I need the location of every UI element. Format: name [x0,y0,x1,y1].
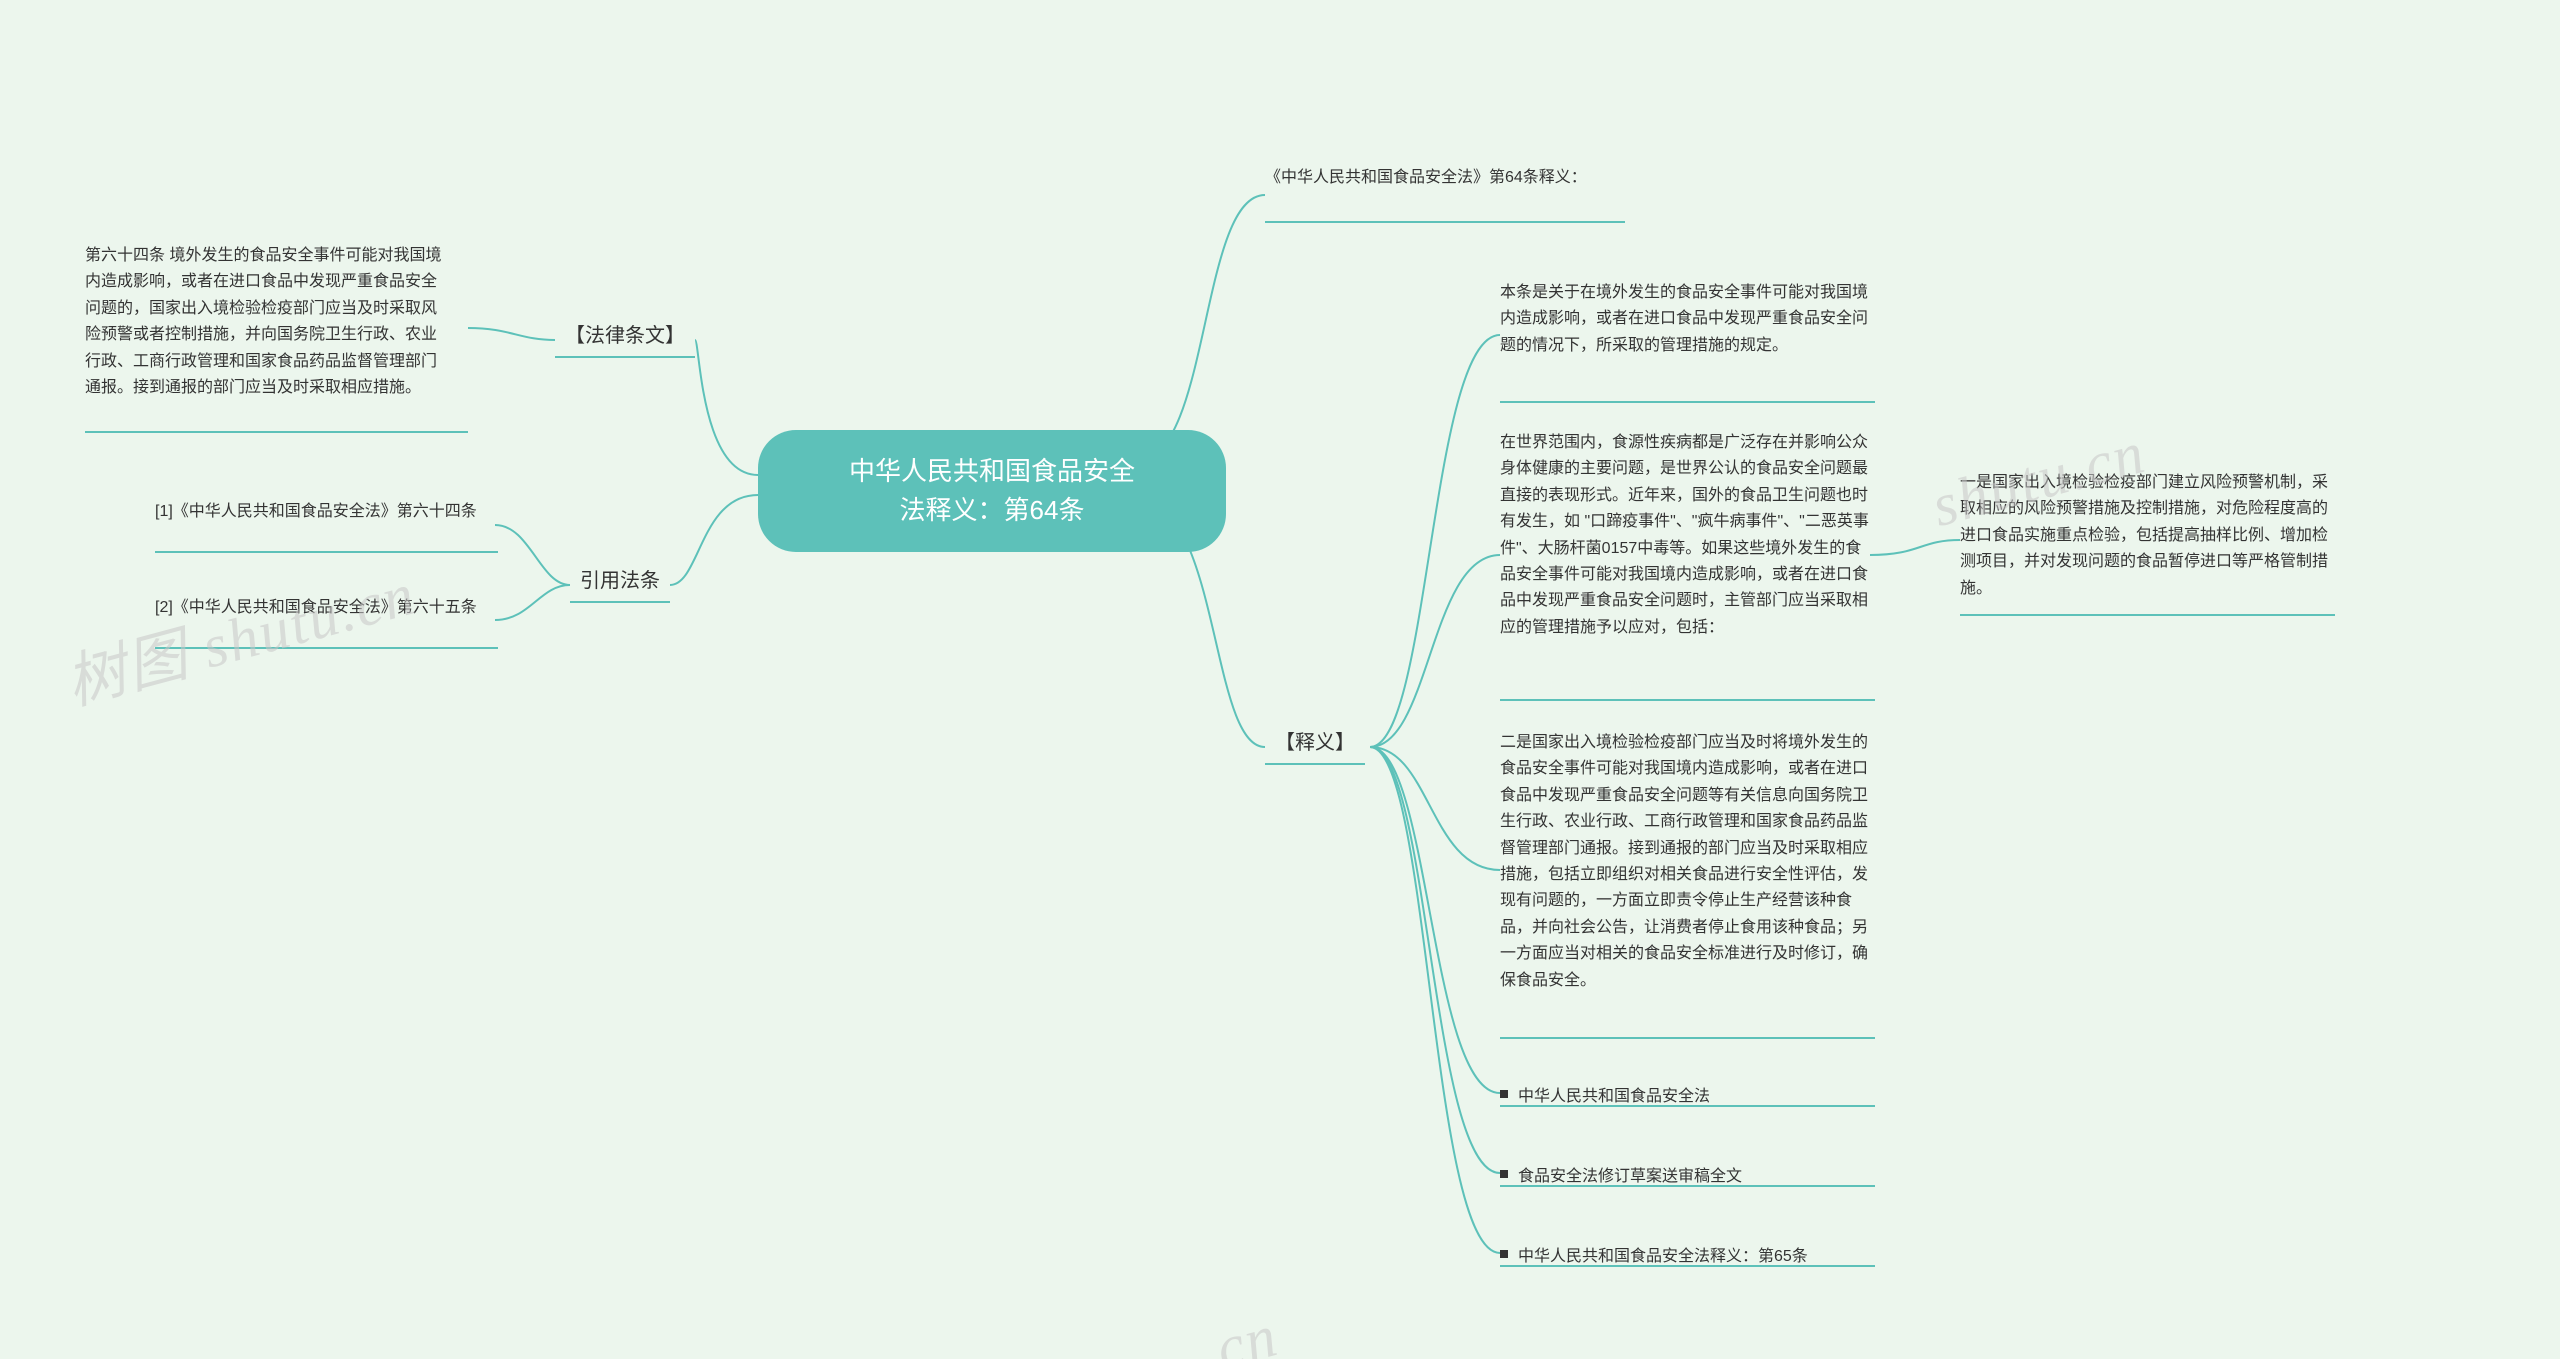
root-line1: 中华人民共和国食品安全 [802,452,1182,491]
bullet-item[interactable]: 中华人民共和国食品安全法 [1500,1082,1710,1106]
right-branch-label[interactable]: 【释义】 [1265,720,1365,765]
root-line2: 法释义：第64条 [802,491,1182,530]
right-leaf[interactable]: 在世界范围内，食源性疾病都是广泛存在并影响公众身体健康的主要问题，是世界公认的食… [1500,430,1870,641]
connectors-svg [0,0,2560,1359]
right-leaf[interactable]: 本条是关于在境外发生的食品安全事件可能对我国境内造成影响，或者在进口食品中发现严… [1500,280,1870,359]
left-leaf[interactable]: [1]《中华人民共和国食品安全法》第六十四条 [155,499,495,525]
left-leaf[interactable]: [2]《中华人民共和国食品安全法》第六十五条 [155,595,495,621]
right-leaf[interactable]: 二是国家出入境检验检疫部门应当及时将境外发生的食品安全事件可能对我国境内造成影响… [1500,730,1870,994]
root-node[interactable]: 中华人民共和国食品安全 法释义：第64条 [758,430,1226,552]
right-leaf-child[interactable]: 一是国家出入境检验检疫部门建立风险预警机制，采取相应的风险预警措施及控制措施，对… [1960,470,2330,602]
left-branch-label[interactable]: 引用法条 [570,558,670,603]
left-branch-label[interactable]: 【法律条文】 [555,313,695,358]
bullet-item[interactable]: 中华人民共和国食品安全法释义：第65条 [1500,1242,1808,1266]
left-leaf[interactable]: 第六十四条 境外发生的食品安全事件可能对我国境内造成影响，或者在进口食品中发现严… [85,243,445,401]
watermark: 树图 shutu.cn [55,545,424,722]
watermark: .cn [1192,1301,1285,1359]
bullet-item[interactable]: 食品安全法修订草案送审稿全文 [1500,1162,1742,1186]
mindmap-canvas: 中华人民共和国食品安全 法释义：第64条 【法律条文】 第六十四条 境外发生的食品… [0,0,2560,1359]
right-top-leaf[interactable]: 《中华人民共和国食品安全法》第64条释义： [1265,165,1625,191]
